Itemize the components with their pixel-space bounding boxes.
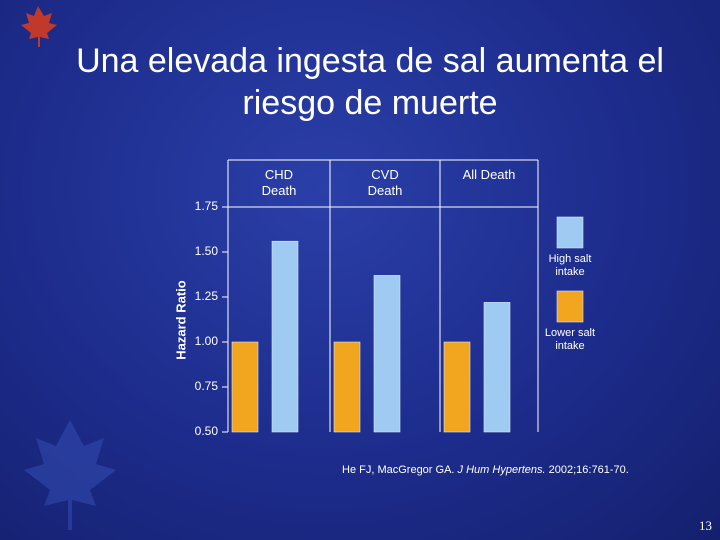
y-tick-label: 1.00	[195, 334, 219, 348]
legend-swatch	[556, 290, 584, 323]
bar	[483, 302, 511, 433]
legend-swatch	[556, 216, 584, 249]
y-tick-label: 1.25	[195, 289, 219, 303]
bar	[333, 341, 361, 433]
y-tick-label: 0.50	[195, 424, 219, 438]
bar	[443, 341, 471, 433]
legend-label: High salt intake	[548, 253, 592, 278]
bar	[271, 240, 299, 433]
y-axis-label: Hazard Ratio	[173, 280, 188, 360]
citation: He FJ, MacGregor GA. J Hum Hypertens. 20…	[342, 464, 629, 476]
bg-leaf	[24, 420, 116, 530]
category-label: All Death	[462, 167, 516, 182]
y-tick-label: 0.75	[195, 379, 219, 393]
category-label: CVD Death	[367, 167, 403, 198]
citation-reference: 2002;16:761-70.	[548, 464, 629, 476]
bar	[231, 341, 259, 433]
y-tick-label: 1.50	[195, 244, 219, 258]
citation-authors: He FJ, MacGregor GA.	[342, 464, 455, 476]
y-tick-label: 1.75	[195, 199, 219, 213]
bar	[373, 275, 401, 433]
slide-title: Una elevada ingesta de sal aumenta el ri…	[76, 42, 664, 122]
page-number: 13	[699, 518, 712, 533]
logo-leaf	[21, 6, 57, 47]
legend-label: Lower salt intake	[544, 327, 596, 352]
category-label: CHD Death	[261, 167, 297, 198]
citation-journal: J Hum Hypertens.	[457, 464, 546, 476]
